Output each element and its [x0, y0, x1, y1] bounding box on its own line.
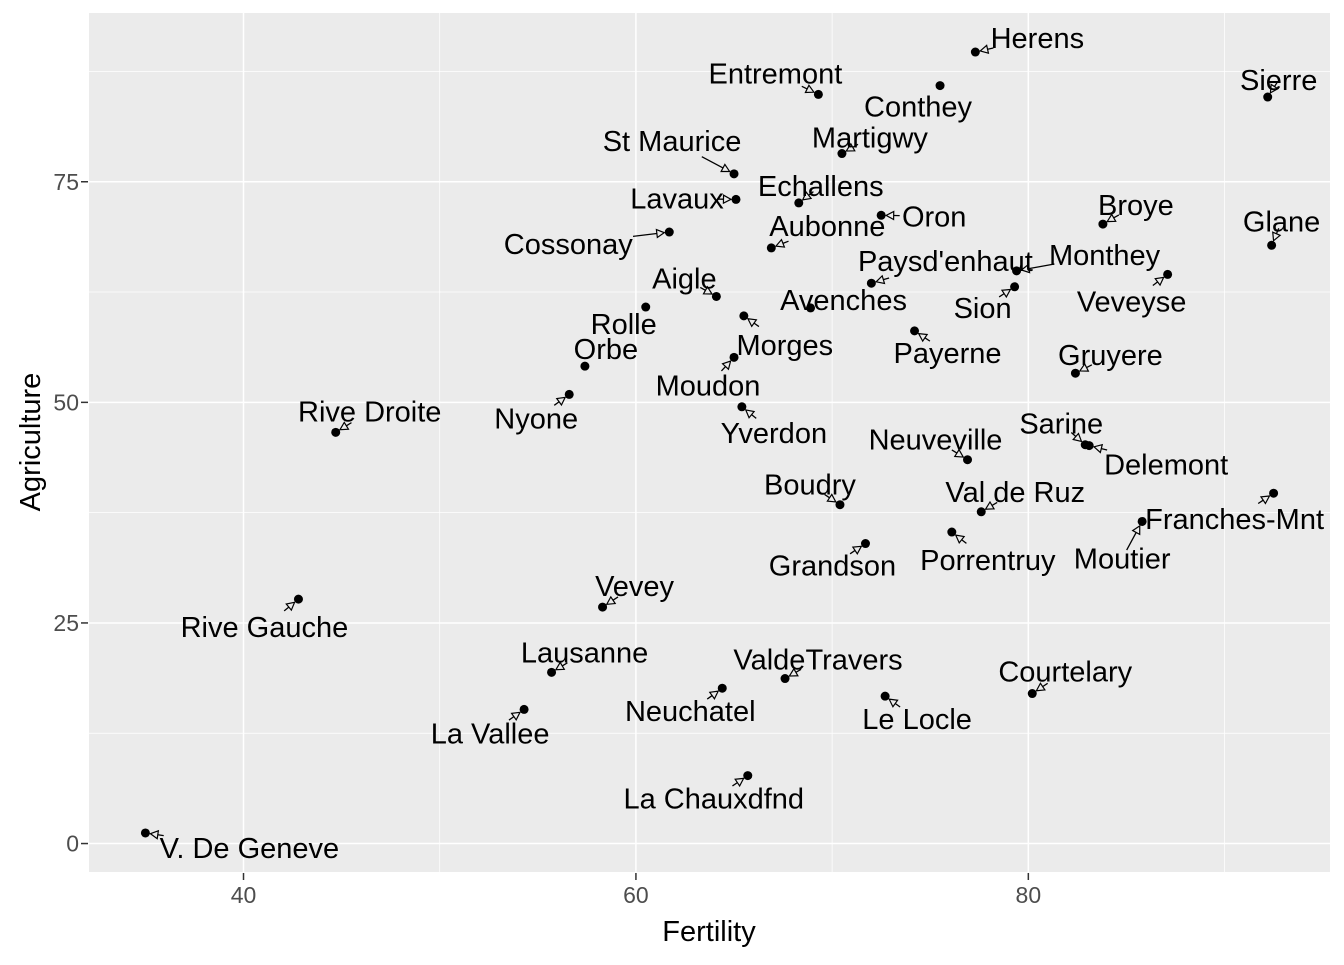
point-label: Martigwy	[812, 123, 929, 155]
data-point	[881, 692, 890, 701]
point-label: Porrentruy	[920, 545, 1056, 577]
data-point	[665, 228, 674, 237]
point-label: Le Locle	[862, 704, 972, 736]
point-label: Grandson	[769, 551, 896, 583]
point-label: Neuveville	[869, 425, 1003, 457]
point-label: ValdeTravers	[733, 645, 902, 677]
point-label: Rolle	[591, 309, 657, 341]
point-label: Yverdon	[721, 418, 827, 450]
y-tick-label: 75	[53, 169, 79, 195]
data-point	[737, 402, 746, 411]
data-point	[767, 243, 776, 252]
point-label: Moudon	[656, 370, 761, 402]
point-label: Oron	[902, 201, 966, 233]
point-label: Aigle	[652, 263, 717, 295]
data-point	[947, 528, 956, 537]
data-point	[1163, 270, 1172, 279]
x-axis-title: Fertility	[662, 916, 756, 948]
point-label: Aubonne	[769, 211, 885, 243]
data-point	[814, 90, 823, 99]
point-label: Moutier	[1074, 543, 1171, 575]
point-label: Sion	[954, 293, 1012, 325]
data-point	[718, 684, 727, 693]
point-label: Courtelary	[998, 657, 1132, 689]
point-label: Veveyse	[1077, 286, 1187, 318]
x-tick-label: 40	[231, 882, 257, 908]
point-label: Entremont	[708, 58, 842, 90]
data-point	[294, 595, 303, 604]
data-point	[565, 390, 574, 399]
point-label: Val de Ruz	[945, 477, 1085, 509]
point-label: La Chauxdfnd	[623, 784, 804, 816]
point-label: Paysd'enhaut	[858, 246, 1033, 278]
point-label: Delemont	[1104, 450, 1228, 482]
data-point	[730, 169, 739, 178]
point-label: Vevey	[595, 571, 674, 603]
data-point	[936, 81, 945, 90]
data-point	[1267, 241, 1276, 250]
data-point	[1269, 489, 1278, 498]
point-label: Conthey	[864, 92, 973, 124]
data-point	[598, 603, 607, 612]
point-label: Nyone	[494, 403, 578, 435]
point-label: Avenches	[780, 285, 907, 317]
point-label: Boudry	[764, 470, 856, 502]
data-point	[739, 311, 748, 320]
y-tick-label: 50	[53, 389, 79, 415]
data-point	[141, 828, 150, 837]
data-point	[1081, 440, 1090, 449]
point-label: Sierre	[1240, 65, 1317, 97]
point-label: Rive Gauche	[181, 612, 349, 644]
data-point	[1010, 282, 1019, 291]
point-label: Cossonay	[504, 229, 633, 261]
data-point	[910, 326, 919, 335]
data-point	[731, 195, 740, 204]
x-tick-label: 80	[1016, 882, 1042, 908]
point-label: Lavaux	[630, 183, 724, 215]
point-label: Gruyere	[1058, 340, 1163, 372]
data-point	[743, 771, 752, 780]
point-label: Herens	[991, 23, 1085, 55]
point-label: Payerne	[894, 338, 1002, 370]
y-tick-label: 25	[53, 610, 79, 636]
y-tick-label: 0	[66, 831, 79, 857]
point-label: La Vallee	[431, 718, 550, 750]
data-point	[1028, 689, 1037, 698]
point-label: V. De Geneve	[160, 833, 340, 865]
point-label: Rive Droite	[298, 396, 441, 428]
point-label: Sarine	[1019, 409, 1103, 441]
point-label: Glane	[1243, 206, 1320, 238]
point-label: Neuchatel	[625, 696, 756, 728]
data-point	[331, 428, 340, 437]
point-label: St Maurice	[603, 126, 742, 158]
data-point	[520, 705, 529, 714]
point-label: Morges	[736, 330, 833, 362]
data-point	[861, 539, 870, 548]
point-label: Broye	[1098, 190, 1174, 222]
point-label: Echallens	[758, 171, 884, 203]
x-tick-label: 60	[623, 882, 649, 908]
y-axis-title: Agriculture	[15, 373, 47, 512]
point-label: Lausanne	[521, 637, 648, 669]
point-label: Franches-Mnt	[1145, 504, 1324, 536]
data-point	[971, 48, 980, 57]
point-label: Monthey	[1049, 240, 1161, 272]
